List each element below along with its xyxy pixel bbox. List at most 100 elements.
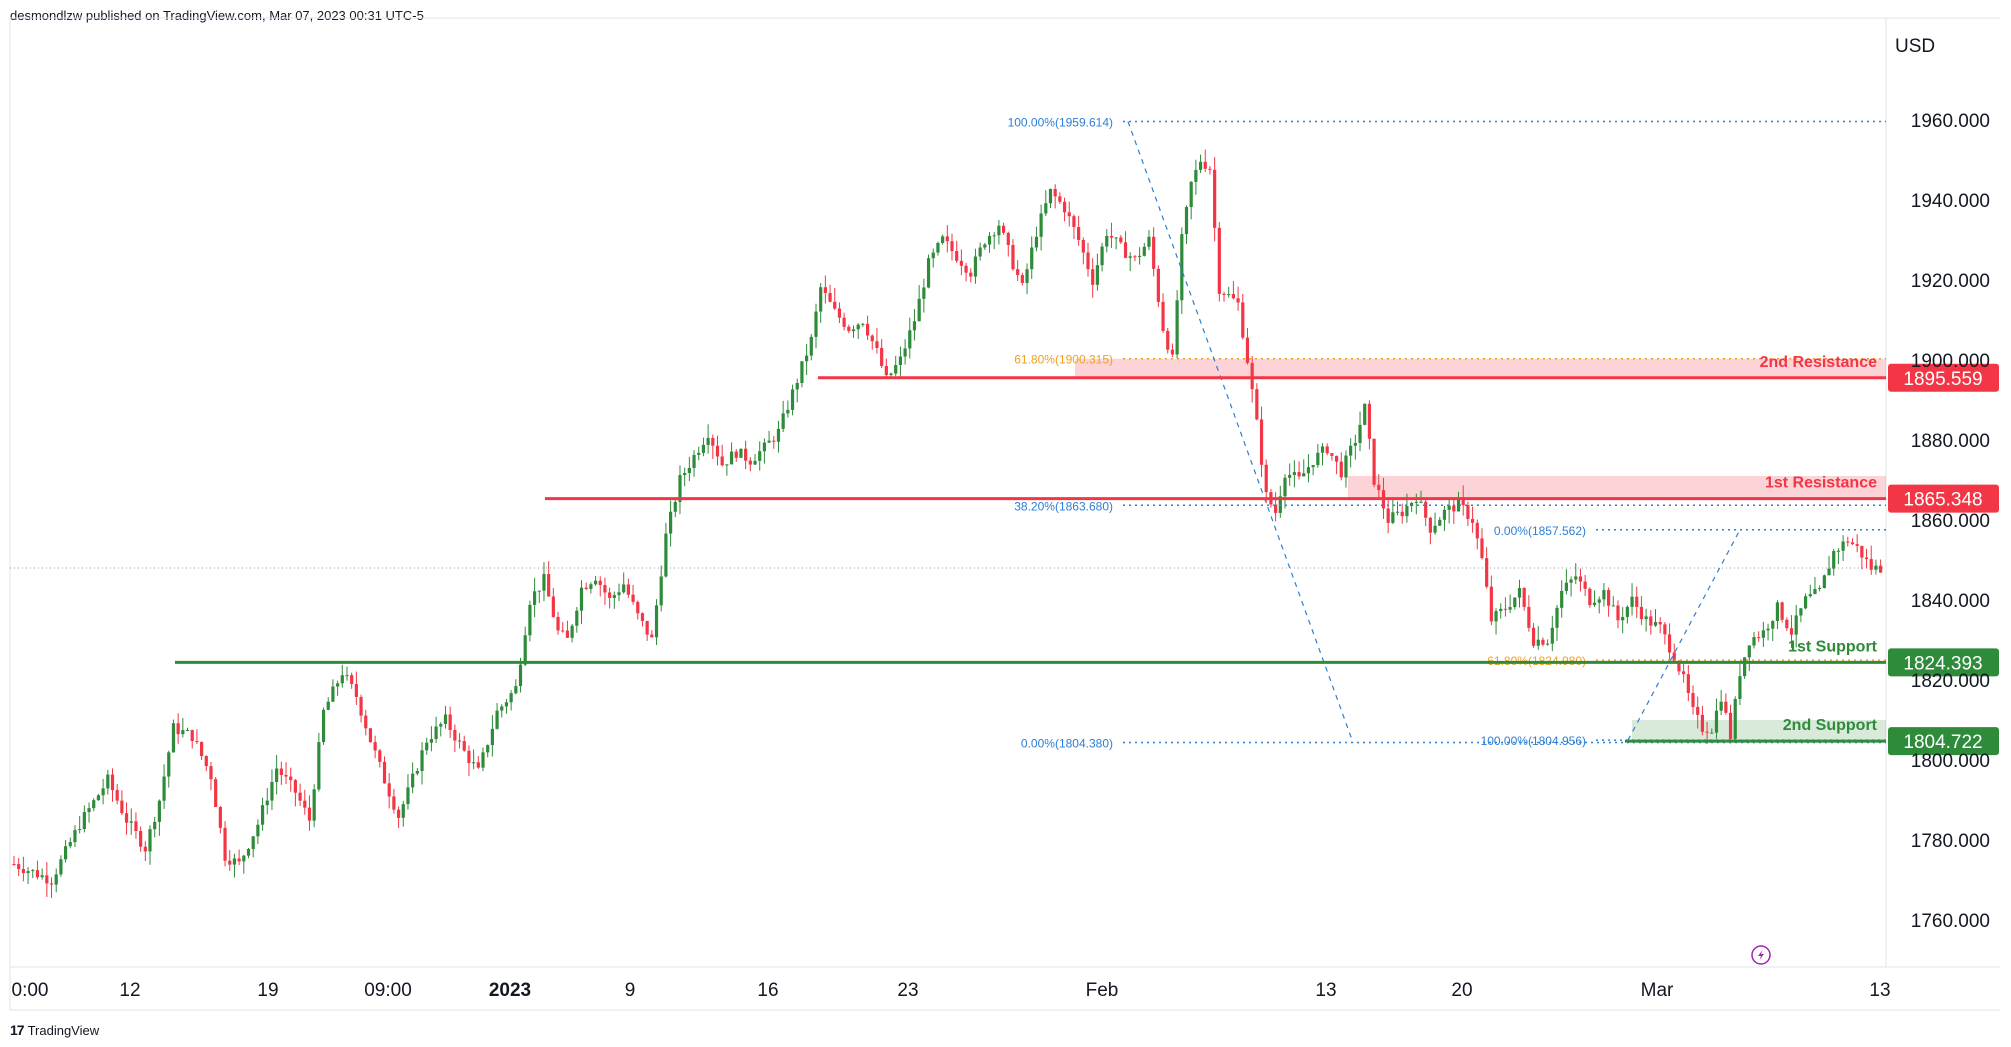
candle-body: [214, 779, 218, 808]
candle-body: [1170, 349, 1175, 355]
tradingview-logo-icon[interactable]: 17: [10, 1022, 25, 1038]
fib-level-label: 61.80%(1900.315): [1014, 353, 1113, 367]
candle-body: [805, 355, 809, 362]
candle-body: [1349, 445, 1353, 456]
candle-body: [462, 741, 466, 751]
level-price-tag: [1888, 727, 1999, 756]
candle-body: [1714, 710, 1719, 733]
candle-body: [1288, 474, 1292, 478]
candle-body: [354, 684, 358, 697]
candle-body: [110, 774, 115, 791]
candle-body: [1236, 298, 1240, 303]
candle-body: [725, 464, 729, 466]
candle-body: [1156, 268, 1160, 302]
candle-body: [734, 451, 738, 458]
candle-body: [1771, 621, 1775, 629]
candle-body: [73, 830, 77, 843]
candle-body: [495, 710, 499, 729]
y-tick-label: 1860.000: [1911, 511, 1990, 532]
candle-body: [650, 634, 654, 638]
y-tick-label: 1780.000: [1911, 831, 1990, 852]
candle-body: [1161, 301, 1165, 331]
candle-body: [800, 361, 804, 384]
candle-body: [608, 592, 612, 598]
candle-body: [1302, 473, 1306, 477]
candle-body: [176, 723, 180, 735]
level-name: 2nd Resistance: [1760, 354, 1877, 371]
candle-body: [1386, 508, 1390, 523]
candle-body: [983, 244, 987, 248]
candle-body: [1292, 472, 1296, 475]
candle-body: [200, 742, 204, 757]
x-tick-label: 13: [1315, 980, 1336, 1001]
candle-body: [1400, 511, 1404, 517]
candle-body: [486, 745, 490, 753]
candle-body: [1217, 227, 1221, 294]
candle-body: [1109, 235, 1114, 238]
candle-body: [1128, 256, 1132, 258]
candle-body: [673, 501, 677, 512]
candle-body: [293, 780, 297, 793]
candle-body: [45, 875, 49, 884]
candle-body: [382, 761, 387, 784]
candle-body: [242, 855, 246, 862]
candle-body: [1367, 403, 1372, 439]
candle-body: [307, 807, 312, 821]
candle-body: [1485, 558, 1489, 587]
candle-body: [1438, 519, 1442, 526]
candle-body: [1508, 607, 1512, 610]
candle-body: [645, 620, 649, 635]
candle-body: [547, 574, 551, 597]
candle-body: [579, 587, 584, 611]
candle-body: [1016, 269, 1020, 276]
candle-body: [153, 821, 157, 830]
x-tick-label: 23: [897, 980, 918, 1001]
currency-label: USD: [1895, 36, 1935, 57]
candle-body: [1841, 541, 1845, 551]
candle-body: [1133, 256, 1137, 258]
candle-body: [1081, 239, 1085, 253]
candle-body: [1724, 701, 1728, 713]
candle-body: [997, 225, 1001, 236]
candle-body: [959, 260, 963, 266]
candle-body: [1419, 501, 1423, 503]
x-tick-label: 20: [1451, 980, 1472, 1001]
candle-body: [809, 336, 813, 356]
candle-body: [1433, 525, 1437, 533]
fib-level-label: 38.20%(1863.680): [1014, 499, 1113, 513]
candle-body: [21, 869, 25, 874]
candle-body: [190, 730, 194, 742]
candle-body: [823, 287, 827, 293]
candle-body: [565, 630, 570, 638]
candle-body: [1198, 161, 1203, 170]
candle-body: [1377, 484, 1381, 491]
candle-body: [1067, 212, 1071, 217]
candle-body: [570, 625, 574, 638]
candle-body: [434, 726, 438, 740]
candle-body: [1461, 498, 1465, 506]
candle-body: [260, 805, 265, 825]
level-price-label: 1895.559: [1903, 369, 1982, 390]
candle-body: [429, 739, 434, 743]
candle-body: [1011, 244, 1015, 270]
candle-body: [223, 827, 227, 861]
candle-body: [514, 686, 518, 694]
candle-body: [1030, 247, 1034, 270]
candle-body: [598, 580, 602, 586]
candle-body: [1138, 255, 1142, 257]
candle-body: [1667, 634, 1672, 653]
lightning-icon[interactable]: [1751, 945, 1771, 965]
candle-body: [790, 389, 795, 410]
candle-body: [612, 595, 616, 598]
candle-body: [167, 752, 171, 777]
x-tick-label: 13: [1869, 980, 1890, 1001]
candle-body: [1564, 582, 1568, 591]
footer-brand: TradingView: [27, 1022, 100, 1038]
candle-body: [842, 317, 846, 327]
candle-body: [1152, 236, 1156, 269]
candle-body: [1597, 599, 1601, 603]
candle-body: [509, 693, 513, 703]
candle-body: [1208, 168, 1212, 170]
x-tick-label: 12: [119, 980, 140, 1001]
